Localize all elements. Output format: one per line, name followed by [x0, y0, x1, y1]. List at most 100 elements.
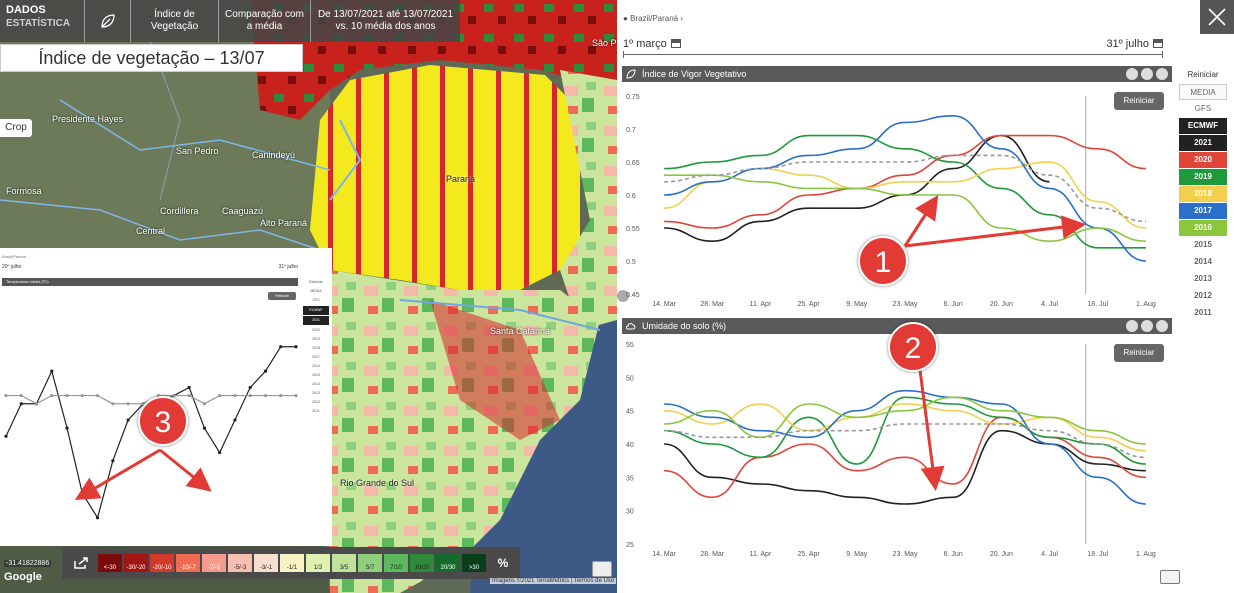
legend-swatch[interactable]: 3/5 [332, 554, 356, 572]
year-toggle[interactable]: 2013 [1194, 274, 1212, 283]
series-line-media[interactable] [664, 154, 1146, 223]
close-icon[interactable] [1156, 68, 1168, 80]
end-date-picker[interactable]: 31º julho [1106, 38, 1163, 50]
legend-swatch[interactable]: -7/-5 [202, 554, 226, 572]
mini-data-point[interactable] [34, 402, 39, 406]
crumb-vegetation-index[interactable]: Índice de Vegetação [130, 0, 218, 42]
close-button[interactable] [1200, 0, 1234, 34]
mini-year-toggle[interactable]: Reiniciar [309, 280, 323, 284]
legend-swatch[interactable]: -1/1 [280, 554, 304, 572]
mini-data-point[interactable] [294, 345, 298, 349]
mini-data-point[interactable] [248, 385, 252, 390]
mini-data-point[interactable] [233, 393, 237, 398]
series-line-2019[interactable] [664, 396, 1146, 465]
start-date-picker[interactable]: 1º março [623, 38, 681, 50]
date-range-slider[interactable] [623, 51, 1163, 58]
download-icon[interactable] [1141, 68, 1153, 80]
legend-swatch[interactable]: 1/3 [306, 554, 330, 572]
series-line-2017[interactable] [664, 389, 1146, 505]
series-line-2021[interactable] [664, 429, 1146, 505]
series-line-2020[interactable] [664, 134, 1146, 229]
map-credit[interactable]: Imagens ©2021 TerraMetrics | Termos de U… [490, 578, 617, 584]
mini-year-toggle[interactable]: 2014 [312, 382, 320, 386]
mini-data-point[interactable] [279, 345, 283, 349]
mini-data-point[interactable] [95, 393, 100, 398]
series-line-2018[interactable] [664, 403, 1146, 452]
map-panel[interactable]: DADOS ESTATÍSTICA Índice de Vegetação Co… [0, 0, 617, 593]
mini-data-point[interactable] [187, 385, 191, 390]
mini-data-point[interactable] [218, 393, 222, 398]
mini-data-point[interactable] [202, 402, 207, 406]
year-toggle[interactable]: 2014 [1194, 257, 1212, 266]
mini-data-point[interactable] [111, 402, 115, 406]
mini-data-point[interactable] [263, 369, 268, 373]
series-line-2016[interactable] [664, 396, 1146, 445]
mini-data-point[interactable] [19, 402, 23, 406]
legend-swatch[interactable]: 7/10 [384, 554, 408, 572]
mini-year-toggle[interactable]: 2017 [312, 355, 320, 359]
chart2-reset-button[interactable]: Reiniciar [1114, 344, 1164, 362]
mini-data-point[interactable] [218, 450, 222, 455]
year-media-toggle[interactable]: MEDIA [1179, 84, 1227, 100]
mini-year-toggle[interactable]: 2015 [312, 373, 320, 377]
collapse-handle[interactable] [617, 290, 629, 302]
mini-data-point[interactable] [50, 369, 54, 373]
legend-swatch[interactable]: -30/-20 [124, 554, 148, 572]
leaf-icon[interactable] [84, 0, 130, 42]
year-reset-link[interactable]: Reiniciar [1187, 70, 1219, 79]
year-toggle[interactable]: 2018 [1179, 186, 1227, 202]
legend-swatch[interactable]: <-30 [98, 554, 122, 572]
mini-year-toggle[interactable]: 2012 [312, 400, 320, 404]
chart1-reset-button[interactable]: Reiniciar [1114, 92, 1164, 110]
mini-data-point[interactable] [202, 426, 207, 430]
legend-swatch[interactable]: -10/-7 [176, 554, 200, 572]
mini-data-point[interactable] [65, 426, 69, 430]
download-icon[interactable] [1141, 320, 1153, 332]
mini-reset-button[interactable]: Reiniciar [268, 292, 296, 300]
mini-year-toggle[interactable]: 2018 [312, 346, 320, 350]
mini-data-point[interactable] [233, 418, 237, 422]
mini-data-point[interactable] [126, 418, 130, 422]
fullscreen-icon[interactable] [1126, 68, 1138, 80]
share-icon[interactable] [66, 550, 96, 576]
mini-year-toggle[interactable]: GFS [312, 298, 320, 302]
legend-swatch[interactable]: 5/7 [358, 554, 382, 572]
mini-data-point[interactable] [172, 393, 176, 398]
mini-data-point[interactable] [279, 393, 283, 398]
mini-year-toggle[interactable]: 2021 [303, 316, 329, 325]
year-toggle[interactable]: ECMWF [1179, 118, 1227, 134]
close-icon[interactable] [1156, 320, 1168, 332]
legend-swatch[interactable]: -3/-1 [254, 554, 278, 572]
mini-data-point[interactable] [187, 393, 191, 398]
legend-swatch[interactable]: 20/30 [436, 554, 460, 572]
mini-data-point[interactable] [4, 434, 8, 438]
panel-layout-toggle[interactable] [1160, 570, 1180, 584]
year-toggle[interactable]: 2011 [1194, 308, 1212, 317]
mini-data-point[interactable] [80, 393, 84, 398]
year-toggle[interactable]: 2019 [1179, 169, 1227, 185]
mini-data-point[interactable] [4, 393, 8, 398]
percent-toggle[interactable]: % [497, 556, 509, 570]
year-gfs-toggle[interactable]: GFS [1194, 104, 1212, 113]
crop-button[interactable]: Crop [0, 119, 32, 137]
mini-data-point[interactable] [65, 393, 69, 398]
app-logo[interactable]: DADOS ESTATÍSTICA [0, 0, 84, 42]
chart2-plot[interactable]: 25 30 35 40 45 50 55 14. Mar 28. Mar 11. Apr 25. A… [622, 334, 1172, 566]
mini-year-toggle[interactable]: ECMWF [303, 306, 329, 315]
mini-data-point[interactable] [50, 393, 54, 398]
legend-swatch[interactable]: 10/20 [410, 554, 434, 572]
year-toggle[interactable]: 2017 [1179, 203, 1227, 219]
mini-start-date[interactable]: 20º julho [2, 264, 22, 270]
mini-year-toggle[interactable]: 2016 [312, 364, 320, 368]
mini-data-point[interactable] [19, 393, 23, 398]
year-toggle[interactable]: 2016 [1179, 220, 1227, 236]
mini-year-toggle[interactable]: MEDIA [310, 289, 322, 293]
mini-year-toggle[interactable]: 2020 [312, 328, 320, 332]
legend-swatch[interactable]: -5/-3 [228, 554, 252, 572]
location-breadcrumb[interactable]: ● Brazil/Paraná › [623, 14, 683, 23]
mini-end-date[interactable]: 31º julho [278, 264, 298, 270]
mini-year-toggle[interactable]: 2019 [312, 337, 320, 341]
legend-swatch[interactable]: >30 [462, 554, 486, 572]
mini-data-point[interactable] [263, 393, 268, 398]
map-layer-toggle[interactable] [592, 561, 612, 577]
